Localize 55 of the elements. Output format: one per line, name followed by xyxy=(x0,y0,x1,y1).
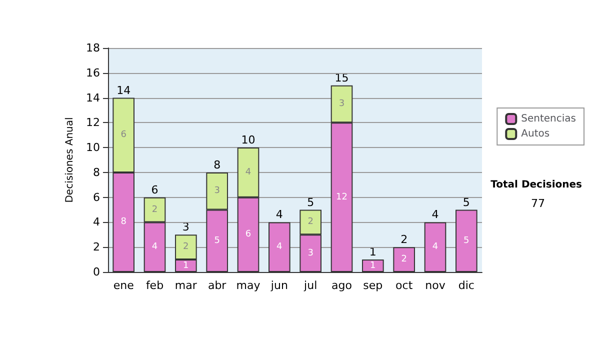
y-tick-label: 12 xyxy=(86,116,100,130)
x-tick-label: jul xyxy=(303,279,318,292)
x-tick-label: abr xyxy=(208,279,227,292)
x-tick-label: ene xyxy=(113,279,134,292)
y-tick-label: 14 xyxy=(86,91,100,104)
data-label: 12 xyxy=(336,192,348,202)
total-label: 14 xyxy=(116,84,131,97)
data-label: 4 xyxy=(276,242,283,252)
data-label: 4 xyxy=(432,242,438,252)
data-label: 6 xyxy=(120,130,127,140)
y-tick-label: 4 xyxy=(93,216,100,229)
x-tick-label: sep xyxy=(363,279,383,292)
total-label: 5 xyxy=(307,196,314,209)
data-label: 3 xyxy=(214,186,220,196)
y-tick-label: 18 xyxy=(86,42,100,54)
y-tick-label: 8 xyxy=(93,166,100,179)
total-label: 6 xyxy=(151,183,158,196)
data-label: 5 xyxy=(214,236,220,246)
data-label: 2 xyxy=(308,217,314,228)
legend-label: Sentencias xyxy=(521,114,576,124)
total-label: 8 xyxy=(214,158,221,172)
x-tick-label: mar xyxy=(174,279,198,292)
x-tick-label: jun xyxy=(270,279,288,292)
x-tick-label: feb xyxy=(146,279,164,292)
text: 77 xyxy=(531,197,546,210)
x-tick-label: oct xyxy=(396,279,414,292)
data-label: 4 xyxy=(245,167,252,178)
x-tick-label: nov xyxy=(425,279,446,292)
data-label: 1 xyxy=(183,260,189,271)
data-label: 2 xyxy=(183,242,189,252)
text: Total Decisiones xyxy=(490,180,582,190)
y-tick-label: 10 xyxy=(86,141,100,154)
data-label: 2 xyxy=(401,254,407,265)
data-label: 1 xyxy=(370,260,376,271)
y-tick-label: 2 xyxy=(93,240,100,254)
total-label: 2 xyxy=(400,233,408,246)
data-label: 3 xyxy=(338,99,345,109)
x-tick-label: dic xyxy=(458,279,474,292)
x-tick-label: ago xyxy=(332,279,352,292)
data-label: 5 xyxy=(464,236,470,246)
data-label: 2 xyxy=(152,204,158,215)
y-tick-label: 6 xyxy=(93,190,100,204)
total-label: 4 xyxy=(276,208,283,222)
data-label: 3 xyxy=(308,248,314,258)
total-label: 4 xyxy=(432,208,439,222)
y-tick-label: 16 xyxy=(86,66,100,80)
total-label: 5 xyxy=(462,196,470,209)
y-axis-title: Decisiones Anual xyxy=(64,117,76,203)
x-tick-label: may xyxy=(236,279,261,292)
legend-label: Autos xyxy=(521,128,550,140)
total-label: 10 xyxy=(241,134,256,147)
data-label: 4 xyxy=(152,242,158,252)
data-label: 8 xyxy=(120,217,127,228)
data-label: 6 xyxy=(245,230,252,240)
y-tick-label: 0 xyxy=(93,266,100,278)
